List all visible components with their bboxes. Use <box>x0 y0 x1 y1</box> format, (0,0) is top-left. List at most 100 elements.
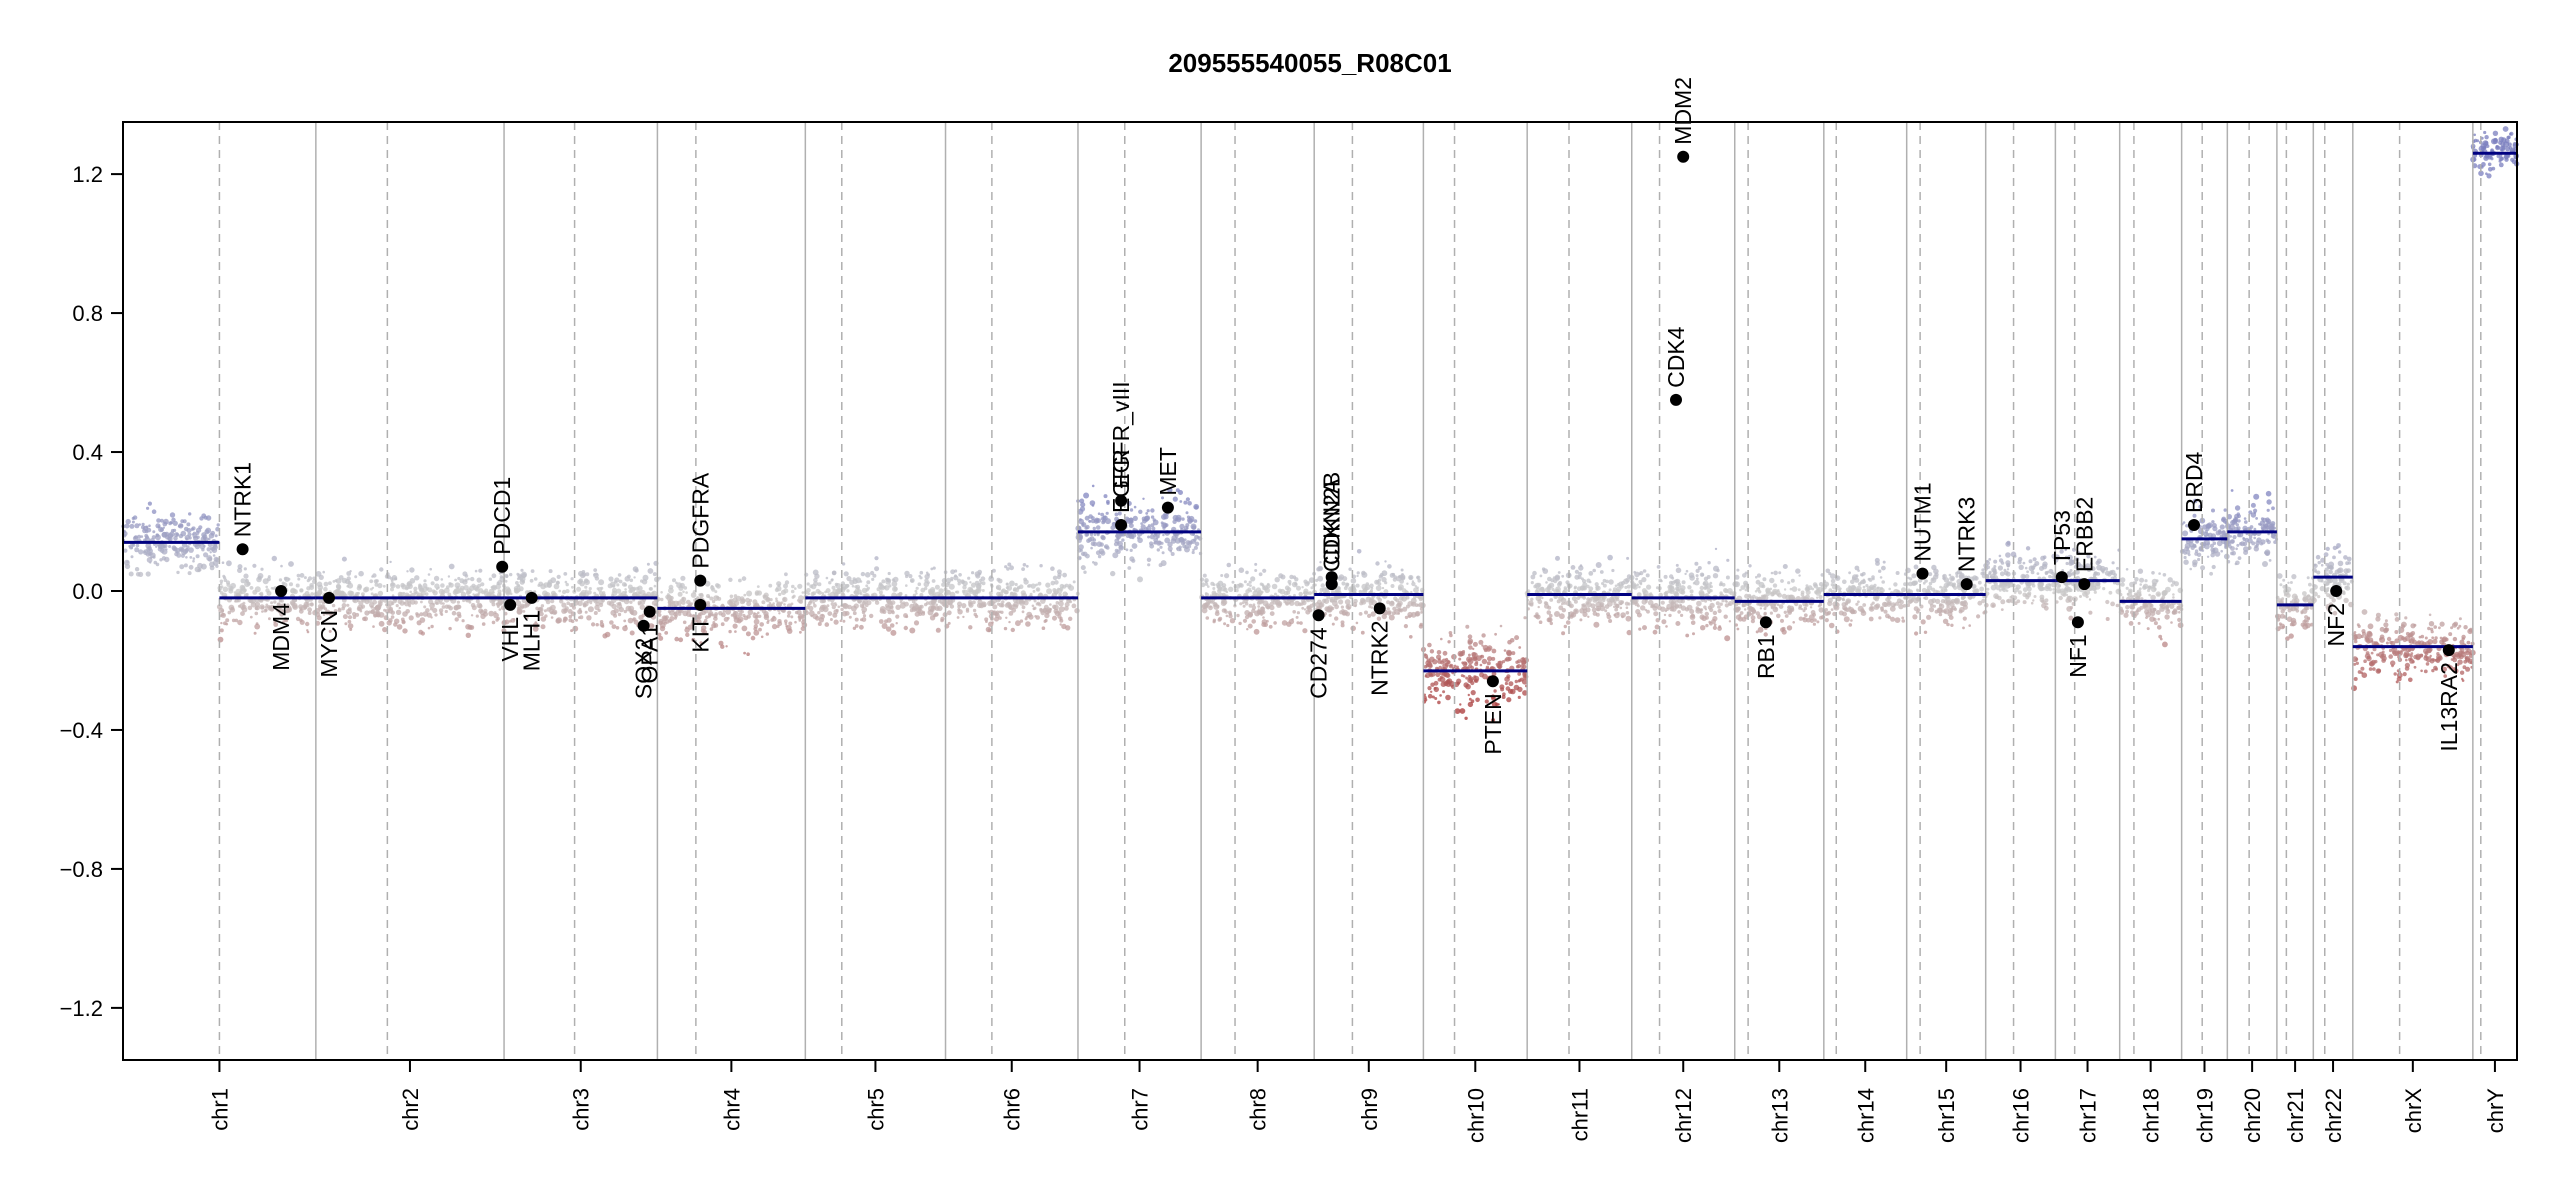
probe-point <box>788 621 793 626</box>
probe-point <box>1846 599 1850 604</box>
probe-point <box>265 588 270 593</box>
probe-point <box>878 590 883 595</box>
probe-point <box>580 591 584 596</box>
probe-point <box>138 549 144 555</box>
probe-point <box>817 622 822 626</box>
probe-point <box>309 583 314 588</box>
probe-point <box>1481 633 1486 638</box>
probe-point <box>1407 614 1412 619</box>
probe-point <box>1215 609 1220 614</box>
probe-point <box>1511 651 1516 656</box>
probe-point <box>798 599 802 604</box>
probe-point <box>1129 548 1133 553</box>
probe-point <box>1074 608 1080 614</box>
probe-point <box>1299 621 1303 625</box>
probe-point <box>1698 589 1705 596</box>
probe-point <box>1695 574 1699 578</box>
probe-point <box>2044 571 2048 575</box>
probe-point <box>690 621 695 626</box>
probe-point <box>1707 561 1711 565</box>
probe-point <box>972 590 979 597</box>
probe-point <box>418 584 423 589</box>
probe-point <box>1724 599 1728 603</box>
probe-point <box>1901 616 1905 620</box>
probe-point <box>608 576 614 582</box>
probe-point <box>1016 586 1020 590</box>
probe-point <box>2075 557 2080 562</box>
probe-point <box>1202 602 1208 609</box>
probe-point <box>1647 593 1651 597</box>
probe-point <box>257 575 262 580</box>
probe-point <box>1825 568 1831 574</box>
probe-point <box>1261 622 1267 627</box>
probe-point <box>550 616 554 619</box>
probe-point <box>950 569 955 575</box>
probe-point <box>576 586 582 592</box>
probe-point <box>801 614 806 619</box>
probe-point <box>1442 671 1448 677</box>
probe-point <box>515 581 519 585</box>
probe-point <box>1262 616 1265 619</box>
probe-point <box>2105 599 2110 605</box>
probe-point <box>1744 588 1748 592</box>
probe-point <box>599 622 605 627</box>
probe-point <box>509 619 512 623</box>
probe-point <box>1557 571 1561 574</box>
probe-point <box>1674 578 1681 585</box>
probe-point <box>736 618 742 624</box>
probe-point <box>685 599 691 605</box>
probe-point <box>220 612 226 618</box>
probe-point <box>771 616 777 622</box>
probe-point <box>1100 512 1105 517</box>
probe-point <box>262 578 269 585</box>
probe-point <box>2022 587 2028 593</box>
probe-point <box>1058 600 1064 607</box>
probe-point <box>1818 595 1823 599</box>
probe-point <box>1283 600 1287 604</box>
probe-point <box>819 598 825 604</box>
probe-point <box>1988 570 1992 574</box>
probe-point <box>984 617 989 622</box>
probe-point <box>1832 596 1836 599</box>
probe-point <box>1341 611 1347 616</box>
probe-point <box>1273 621 1277 625</box>
probe-point <box>2136 589 2142 595</box>
probe-point <box>307 593 311 598</box>
probe-point <box>2108 590 2113 595</box>
probe-point <box>1855 602 1859 606</box>
probe-point <box>784 572 788 577</box>
probe-point <box>1331 560 1335 565</box>
probe-point <box>1697 566 1702 570</box>
probe-point <box>1901 587 1906 593</box>
probe-point <box>130 555 134 559</box>
probe-point <box>1945 600 1951 607</box>
probe-point <box>1495 702 1499 707</box>
probe-point <box>1778 604 1784 609</box>
probe-point <box>451 610 457 616</box>
probe-point <box>1251 619 1256 624</box>
probe-point <box>1398 595 1404 601</box>
probe-point <box>173 536 178 541</box>
probe-point <box>1491 656 1496 661</box>
probe-point <box>146 547 151 552</box>
probe-point <box>159 558 163 562</box>
probe-point <box>1802 596 1806 600</box>
probe-point <box>1761 595 1766 600</box>
probe-point <box>887 599 892 605</box>
probe-point <box>1608 579 1614 585</box>
probe-point <box>1641 599 1647 605</box>
probe-point <box>1642 625 1647 631</box>
probe-point <box>998 602 1004 608</box>
probe-point <box>1830 573 1836 579</box>
probe-point <box>1620 580 1626 586</box>
probe-point <box>371 575 374 578</box>
probe-point <box>841 562 846 566</box>
probe-point <box>1080 565 1086 571</box>
probe-point <box>1403 624 1408 629</box>
probe-point <box>785 624 788 628</box>
probe-point <box>743 593 747 597</box>
probe-point <box>778 592 782 597</box>
probe-point <box>1607 554 1613 561</box>
probe-point <box>1064 606 1069 611</box>
probe-point <box>2071 572 2075 576</box>
